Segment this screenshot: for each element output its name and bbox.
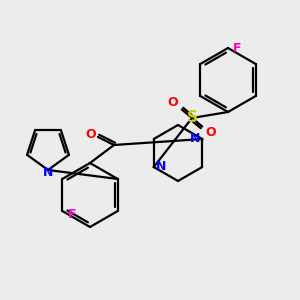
- Text: O: O: [206, 127, 216, 140]
- Text: F: F: [233, 41, 241, 55]
- Text: F: F: [68, 208, 76, 221]
- Text: S: S: [187, 110, 197, 125]
- Text: N: N: [43, 167, 53, 179]
- Text: N: N: [156, 160, 166, 173]
- Text: N: N: [190, 133, 200, 146]
- Text: O: O: [86, 128, 96, 142]
- Text: O: O: [168, 97, 178, 110]
